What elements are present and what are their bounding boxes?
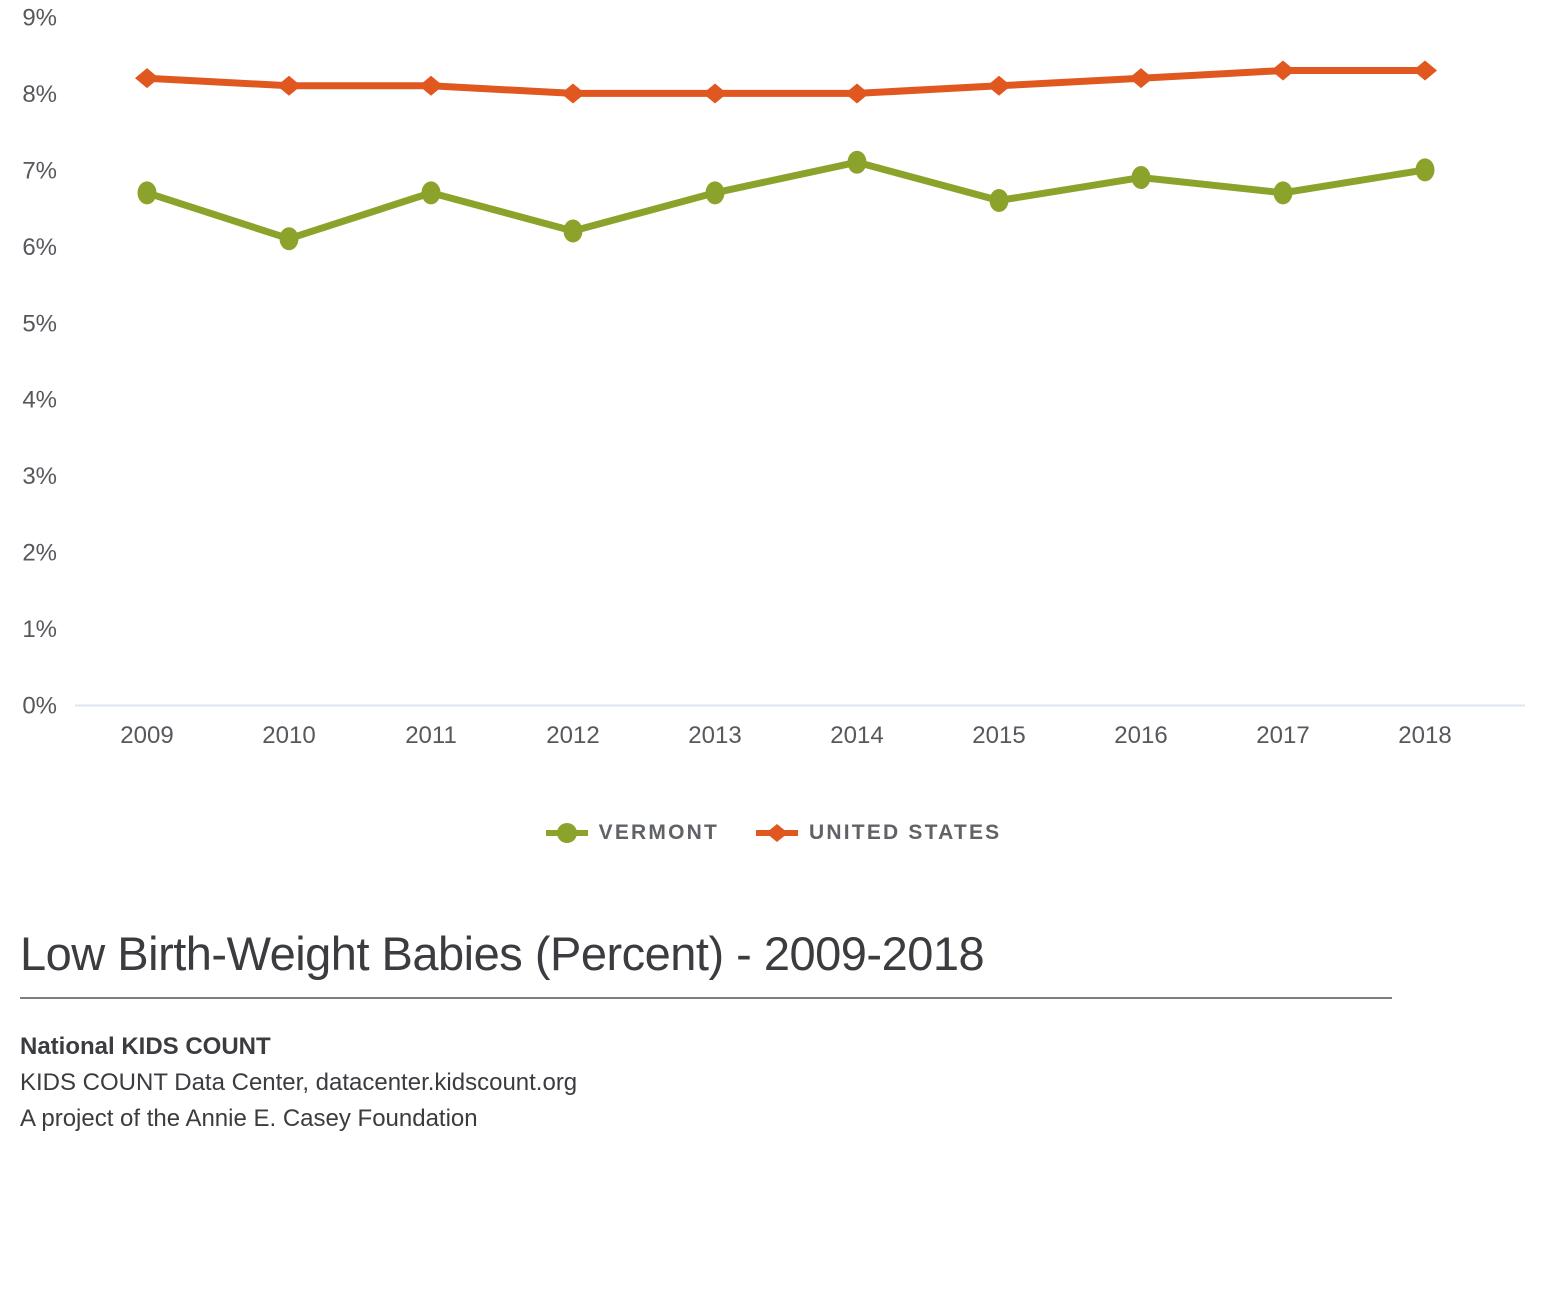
- data-point-vermont-2012: [563, 219, 583, 243]
- data-point-united-states-2011: [419, 75, 443, 96]
- y-axis-tick-label: 4%: [22, 387, 57, 414]
- data-point-vermont-2017: [1273, 181, 1293, 205]
- data-point-united-states-2015: [987, 75, 1011, 96]
- y-axis-tick-label: 3%: [22, 463, 57, 490]
- y-axis-tick-label: 6%: [22, 234, 57, 261]
- series-line-united-states: [146, 67, 1425, 97]
- x-axis-tick-label: 2010: [262, 722, 315, 749]
- data-point-vermont-2016: [1131, 166, 1151, 190]
- series-line-vermont: [145, 158, 1426, 243]
- legend-item-united-states[interactable]: UNITED STATES: [755, 820, 1001, 846]
- data-point-vermont-2018: [1415, 158, 1435, 182]
- y-axis-tick-label: 5%: [22, 310, 57, 337]
- y-axis-tick-label: 2%: [22, 540, 57, 567]
- data-point-united-states-2017: [1271, 60, 1295, 81]
- data-point-united-states-2012: [561, 83, 585, 104]
- y-axis-tick-label: 9%: [22, 5, 57, 32]
- data-point-vermont-2015: [989, 188, 1009, 212]
- line-chart-plot: 0% 1% 2% 3% 4% 5% 6% 7% 8% 9% 2009 2010 2011 2012 2013…: [22, 5, 1525, 749]
- data-point-vermont-2010: [279, 227, 299, 251]
- data-point-vermont-2011: [421, 181, 441, 205]
- legend-label: UNITED STATES: [809, 821, 1002, 844]
- x-axis-tick-label: 2018: [1398, 722, 1451, 749]
- chart-title: Low Birth-Weight Babies (Percent) - 2009…: [20, 927, 985, 980]
- x-axis-tick-label: 2015: [972, 722, 1025, 749]
- title-divider: [20, 997, 1392, 999]
- y-axis-tick-label: 0%: [22, 693, 57, 720]
- x-axis-tick-label: 2016: [1114, 722, 1167, 749]
- circle-icon: [556, 823, 577, 843]
- legend-item-vermont[interactable]: VERMONT: [545, 820, 719, 846]
- data-point-united-states-2013: [703, 83, 727, 104]
- x-axis-tick-label: 2011: [405, 722, 457, 749]
- y-axis-tick-label: 1%: [22, 616, 57, 643]
- diamond-icon: [766, 824, 789, 842]
- x-axis-tick-label: 2014: [830, 722, 883, 749]
- data-point-united-states-2014: [845, 83, 869, 104]
- source-site: KIDS COUNT Data Center, datacenter.kidsc…: [20, 1069, 578, 1096]
- chart-legend: VERMONT UNITED STATES: [0, 809, 1546, 857]
- attribution: National KIDS COUNT KIDS COUNT Data Cent…: [20, 1029, 1526, 1137]
- x-axis-tick-label: 2012: [546, 722, 599, 749]
- y-axis-tick-label: 8%: [22, 81, 57, 108]
- x-axis-tick-label: 2013: [688, 722, 741, 749]
- low-birth-weight-chart: 0% 1% 2% 3% 4% 5% 6% 7% 8% 9% 2009 2010 2011 2012 2013…: [0, 5, 1546, 857]
- data-point-united-states-2009: [135, 68, 159, 89]
- legend-label: VERMONT: [598, 821, 720, 844]
- title-block: Low Birth-Weight Babies (Percent) - 2009…: [0, 926, 1546, 1137]
- source-project: A project of the Annie E. Casey Foundati…: [20, 1105, 478, 1132]
- data-point-vermont-2009: [137, 181, 157, 205]
- data-point-united-states-2018: [1413, 60, 1437, 81]
- data-point-united-states-2016: [1129, 68, 1153, 89]
- data-point-vermont-2013: [705, 181, 725, 205]
- united-states-diamond-marker-icon: [756, 824, 799, 842]
- source-org: National KIDS COUNT: [20, 1033, 271, 1060]
- x-axis-tick-label: 2017: [1256, 722, 1309, 749]
- vermont-circle-marker-icon: [545, 823, 588, 843]
- data-point-united-states-2010: [277, 75, 301, 96]
- x-axis-tick-label: 2009: [120, 722, 173, 749]
- data-point-vermont-2014: [847, 150, 867, 174]
- y-axis-tick-label: 7%: [22, 157, 57, 184]
